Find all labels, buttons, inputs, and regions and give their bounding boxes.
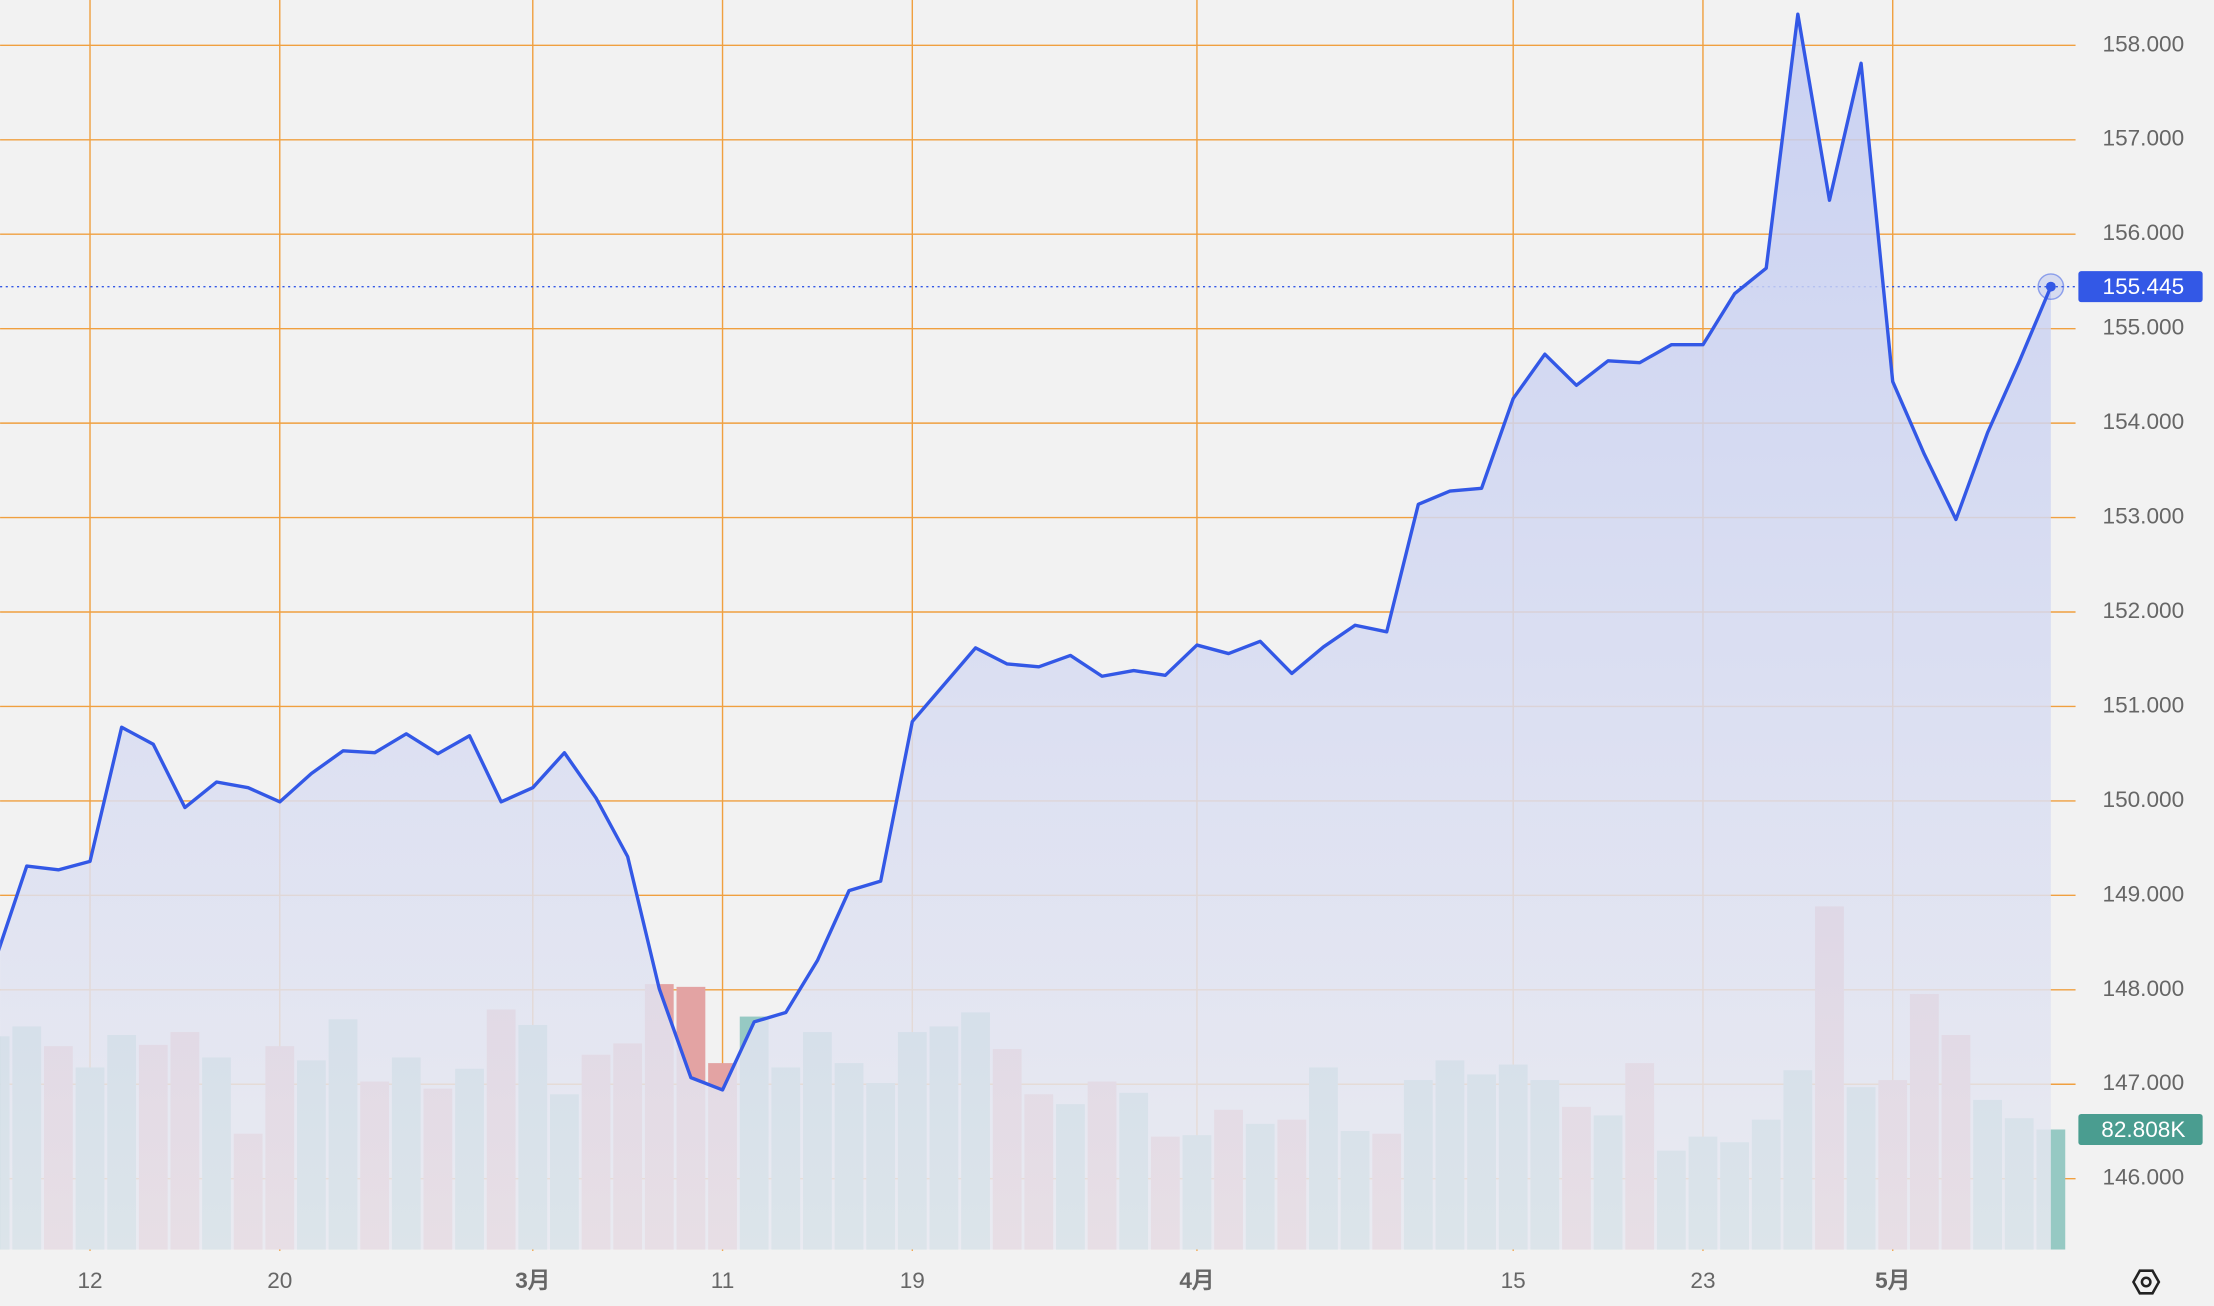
- y-tick-label: 157.000: [2103, 126, 2185, 151]
- x-tick-label: 20: [267, 1268, 292, 1293]
- y-tick-label: 151.000: [2103, 692, 2185, 717]
- y-tick-label: 148.000: [2103, 976, 2185, 1001]
- last-price-label: 155.445: [2103, 274, 2185, 299]
- y-tick-label: 154.000: [2103, 409, 2185, 434]
- y-tick-label: 158.000: [2103, 31, 2185, 56]
- x-tick-label: 4月: [1179, 1268, 1214, 1293]
- price-area: [0, 14, 2051, 1250]
- x-tick-label: 3月: [515, 1268, 550, 1293]
- last-price-box: [2078, 271, 2203, 303]
- x-tick-label: 23: [1690, 1268, 1715, 1293]
- price-series: [0, 12, 2053, 1250]
- y-tick-label: 153.000: [2103, 504, 2185, 529]
- y-tick-label: 146.000: [2103, 1165, 2185, 1190]
- x-tick-label: 15: [1501, 1268, 1526, 1293]
- x-tick-label: 11: [711, 1268, 734, 1293]
- y-tick-label: 156.000: [2103, 220, 2185, 245]
- volume-label-box: [2078, 1113, 2203, 1146]
- price-line: [0, 12, 2053, 1092]
- x-tick-label: 12: [77, 1268, 102, 1293]
- x-tick-label: 19: [900, 1268, 925, 1293]
- x-tick-label: 5月: [1875, 1268, 1910, 1293]
- y-tick-label: 155.000: [2103, 315, 2185, 340]
- volume-label: 82.808K: [2101, 1117, 2185, 1142]
- y-tick-label: 149.000: [2103, 881, 2185, 906]
- y-tick-label: 150.000: [2103, 787, 2185, 812]
- y-tick-label: 152.000: [2103, 598, 2185, 623]
- last-price-dot: [2045, 281, 2056, 292]
- axes: 146.000 147.000 148.000 149.000 150.000 151.0…: [77, 31, 2203, 1293]
- settings-icon[interactable]: [2131, 1269, 2161, 1295]
- y-tick-label: 147.000: [2103, 1070, 2185, 1095]
